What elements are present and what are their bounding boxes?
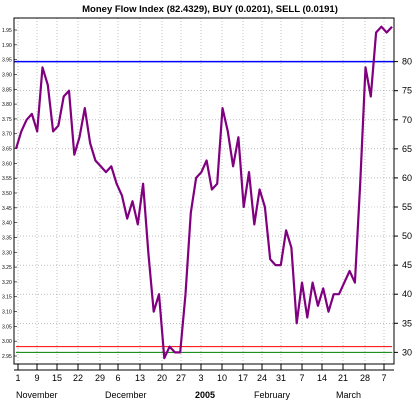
left-tick-label: 3.45	[2, 206, 12, 212]
x-day-label: 10	[217, 373, 227, 383]
y-tick-label: 45	[402, 260, 412, 270]
series-group	[14, 25, 393, 360]
left-tick-label: 3.10	[2, 310, 12, 316]
x-day-label: 24	[257, 373, 267, 383]
left-tick-label: 3.90	[2, 72, 12, 78]
gridlines	[14, 18, 394, 364]
x-day-label: 17	[238, 373, 248, 383]
y-tick-label: 60	[402, 173, 412, 183]
left-tick-label: 2.95	[2, 354, 12, 360]
left-tick-label: 3.70	[2, 132, 12, 138]
x-day-label: 3	[198, 373, 203, 383]
right-axis: 30 35 40 45 50 55 60 65 70 75 80	[394, 57, 412, 357]
series-mfi-line	[14, 25, 393, 360]
x-day-label: 27	[176, 373, 186, 383]
left-tick-label: 3.40	[2, 221, 12, 227]
x-day-label: 7	[381, 373, 386, 383]
left-tick-label: 3.35	[2, 235, 12, 241]
left-tick-label: 3.65	[2, 147, 12, 153]
left-tick-label: 3.00	[2, 339, 12, 345]
y-tick-label: 50	[402, 231, 412, 241]
left-tick-label: 3.95	[2, 58, 12, 64]
x-day-label: 13	[135, 373, 145, 383]
y-tick-label: 65	[402, 144, 412, 154]
y-tick-label: 40	[402, 289, 412, 299]
x-day-label: 1	[15, 373, 20, 383]
x-day-label: 14	[317, 373, 327, 383]
x-month-label: February	[254, 390, 291, 400]
left-tick-label: 1.95	[2, 28, 12, 34]
left-tick-label: 3.50	[2, 191, 12, 197]
x-day-label: 21	[338, 373, 348, 383]
left-tick-label: 3.85	[2, 87, 12, 93]
x-day-label: 6	[115, 373, 120, 383]
x-day-label: 22	[73, 373, 83, 383]
x-day-label: 31	[276, 373, 286, 383]
x-axis: 1 9 15 22 29 6 13 20 27 3 10 17 24 31 7 14 21 28 7 November…	[14, 364, 394, 400]
left-tick-label: 3.55	[2, 176, 12, 182]
left-tick-label: 3.20	[2, 280, 12, 286]
chart-title: Money Flow Index (82.4329), BUY (0.0201)…	[82, 4, 338, 15]
left-tick-label: 3.30	[2, 250, 12, 256]
left-tick-label: 1.90	[2, 43, 12, 49]
x-day-label: 9	[34, 373, 39, 383]
y-tick-label: 55	[402, 202, 412, 212]
x-month-label: March	[336, 390, 361, 400]
left-tick-label: 3.15	[2, 295, 12, 301]
y-tick-label: 80	[402, 57, 412, 67]
x-month-label: November	[16, 390, 58, 400]
left-tick-label: 3.25	[2, 265, 12, 271]
y-tick-label: 75	[402, 86, 412, 96]
plot-frame	[13, 17, 395, 365]
y-tick-label: 70	[402, 115, 412, 125]
x-day-label: 7	[299, 373, 304, 383]
x-day-label: 28	[360, 373, 370, 383]
left-tick-label: 3.75	[2, 117, 12, 123]
y-tick-label: 30	[402, 347, 412, 357]
x-day-label: 29	[95, 373, 105, 383]
y-tick-label: 35	[402, 318, 412, 328]
left-tick-label: 3.80	[2, 102, 12, 108]
left-tick-label: 3.05	[2, 324, 12, 330]
x-month-label: December	[105, 390, 147, 400]
x-month-label: 2005	[195, 390, 215, 400]
x-day-label: 20	[157, 373, 167, 383]
x-day-label: 15	[52, 373, 62, 383]
left-tick-label: 3.60	[2, 161, 12, 167]
